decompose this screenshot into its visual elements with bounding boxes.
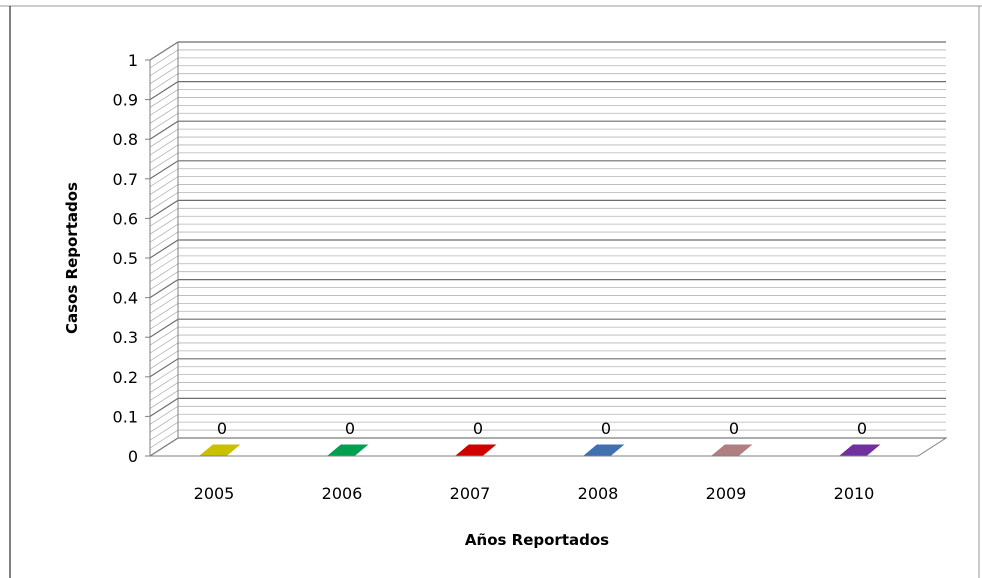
data-label: 0 (601, 419, 611, 438)
minor-gridline (149, 215, 946, 235)
data-label: 0 (473, 419, 483, 438)
minor-gridline (149, 128, 946, 148)
y-tick-label: 0.4 (113, 289, 138, 308)
minor-gridline (149, 350, 946, 370)
bar (455, 444, 497, 456)
minor-gridline (149, 231, 946, 251)
y-tick-label: 0.5 (113, 249, 138, 268)
bars (199, 444, 881, 456)
x-tick-label: 2010 (834, 484, 875, 503)
major-gridline (149, 120, 946, 140)
y-tick-label: 0.6 (113, 209, 138, 228)
major-gridline (149, 358, 946, 378)
y-tick-labels: 0 0.1 0.2 0.3 0.4 0.5 0.6 0.7 0.8 0.9 1 (113, 51, 151, 466)
major-gridline (149, 199, 946, 219)
minor-gridline (149, 326, 946, 346)
y-tick-label: 0.2 (113, 368, 138, 387)
x-tick-label: 2007 (450, 484, 491, 503)
minor-gridline (149, 97, 946, 116)
minor-gridline (149, 413, 946, 433)
y-tick-label: 0.7 (113, 170, 138, 189)
minor-gridline (149, 374, 946, 393)
minor-gridline (149, 73, 946, 93)
gridlines (149, 41, 946, 457)
bar (839, 444, 881, 456)
major-gridline (149, 80, 946, 101)
y-tick-label: 0.3 (113, 328, 138, 347)
x-tick-label: 2008 (578, 484, 619, 503)
data-label: 0 (217, 419, 227, 438)
minor-gridline (149, 136, 946, 156)
y-tick-label: 0.9 (113, 91, 138, 110)
x-tick-label: 2009 (706, 484, 747, 503)
minor-gridline (149, 405, 946, 425)
minor-gridline (149, 49, 946, 69)
major-gridline (149, 239, 946, 259)
minor-gridline (149, 112, 946, 132)
floor (148, 437, 948, 457)
minor-gridline (149, 207, 946, 227)
minor-gridline (149, 168, 946, 188)
major-gridline (149, 160, 946, 180)
major-gridline (149, 437, 946, 457)
y-tick-label: 0 (128, 447, 138, 466)
minor-gridline (149, 176, 946, 195)
major-gridline (149, 397, 946, 417)
data-label: 0 (857, 419, 867, 438)
minor-gridline (149, 334, 946, 354)
minor-gridline (149, 57, 946, 77)
minor-gridline (149, 89, 946, 108)
minor-gridline (149, 429, 946, 449)
minor-gridline (149, 152, 946, 172)
minor-gridline (149, 390, 946, 409)
major-gridline (149, 318, 946, 338)
bar (199, 444, 241, 456)
minor-gridline (149, 192, 946, 211)
x-axis-title: Años Reportados (465, 531, 609, 549)
minor-gridline (149, 310, 946, 330)
data-label: 0 (345, 419, 355, 438)
x-tick-label: 2006 (322, 484, 363, 503)
data-label: 0 (729, 419, 739, 438)
y-tick-label: 0.1 (113, 407, 138, 426)
bar (327, 444, 369, 456)
minor-gridline (149, 255, 946, 275)
minor-gridline (149, 271, 946, 291)
y-tick-label: 0.8 (113, 130, 138, 149)
minor-gridline (149, 295, 946, 314)
y-axis-title: Casos Reportados (63, 182, 81, 334)
minor-gridline (149, 287, 946, 306)
x-tick-labels: 2005 2006 2007 2008 2009 2010 (194, 484, 875, 503)
minor-gridline (149, 247, 946, 267)
data-labels: 0 0 0 0 0 0 (217, 419, 867, 438)
y-tick-label: 1 (128, 51, 138, 70)
bar (583, 444, 625, 456)
chart-walls (148, 41, 948, 457)
major-gridline (149, 279, 946, 299)
minor-gridline (149, 366, 946, 386)
major-gridline (149, 41, 946, 61)
bar (711, 444, 753, 456)
x-tick-label: 2005 (194, 484, 235, 503)
